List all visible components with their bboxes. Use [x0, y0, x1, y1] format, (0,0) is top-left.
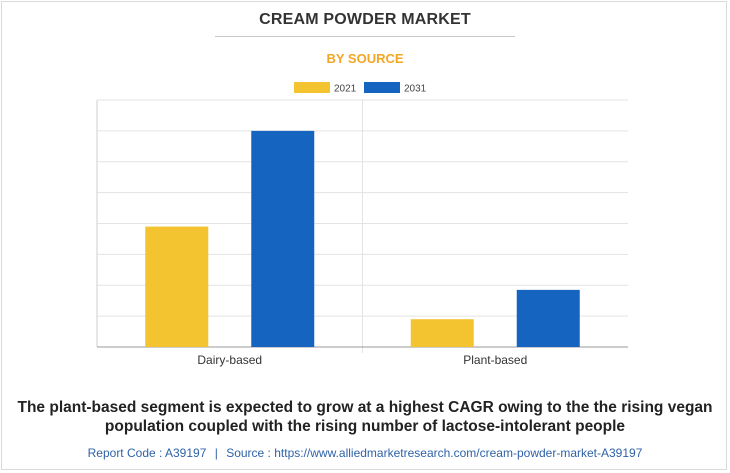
- footer-separator: |: [214, 446, 218, 460]
- legend-swatch-2031: [364, 82, 400, 93]
- chart-caption: The plant-based segment is expected to g…: [17, 399, 713, 435]
- legend-label-2031: 2031: [404, 84, 427, 95]
- bar-chart: Dairy-based Plant-based 2021 2031: [96, 82, 628, 367]
- x-tick-label: Dairy-based: [197, 353, 262, 367]
- legend-label-2021: 2021: [334, 84, 357, 95]
- chart-subtitle: BY SOURCE: [326, 51, 404, 66]
- bar-dairy-based-2021: [145, 226, 209, 347]
- legend-swatch-2021: [294, 82, 330, 93]
- title-divider: [215, 36, 515, 37]
- bar-plant-based-2031: [516, 289, 580, 347]
- report-code: Report Code : A39197: [87, 446, 207, 460]
- source-link[interactable]: Source : https://www.alliedmarketresearc…: [226, 446, 643, 460]
- x-tick-label: Plant-based: [463, 353, 527, 367]
- bar-plant-based-2021: [410, 319, 474, 347]
- footer: Report Code : A39197 | Source : https://…: [0, 446, 730, 460]
- bar-dairy-based-2031: [251, 130, 315, 347]
- chart-title: CREAM POWDER MARKET: [259, 11, 471, 28]
